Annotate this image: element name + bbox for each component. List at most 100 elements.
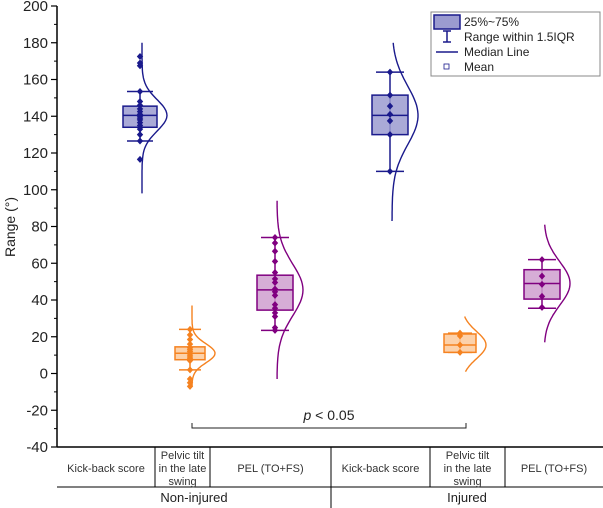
significance-annotation: p < 0.05 bbox=[191, 407, 467, 429]
distribution-curve bbox=[276, 200, 304, 379]
data-point bbox=[186, 340, 194, 348]
box-group bbox=[256, 200, 304, 379]
y-tick-label: 20 bbox=[31, 329, 48, 346]
category-label: Kick-back score bbox=[342, 463, 420, 475]
data-point bbox=[386, 167, 394, 175]
p-symbol: p bbox=[303, 407, 312, 423]
data-point bbox=[386, 91, 394, 99]
data-point bbox=[136, 87, 144, 95]
y-tick-label: 180 bbox=[23, 35, 48, 52]
data-point bbox=[386, 110, 394, 118]
y-tick-label: 100 bbox=[23, 182, 48, 199]
data-point bbox=[538, 292, 546, 300]
data-point bbox=[186, 325, 194, 333]
data-point bbox=[271, 257, 279, 265]
data-point bbox=[271, 247, 279, 255]
category-label: Kick-back score bbox=[67, 463, 145, 475]
data-point bbox=[456, 341, 464, 349]
data-point bbox=[456, 348, 464, 356]
data-point bbox=[386, 131, 394, 139]
legend-entry: 25%~75% bbox=[464, 15, 519, 29]
category-label: PEL (TO+FS) bbox=[521, 463, 587, 475]
category-label: PEL (TO+FS) bbox=[237, 463, 303, 475]
legend-entry: Range within 1.5IQR bbox=[464, 30, 575, 44]
box-group bbox=[122, 42, 168, 194]
legend-entry: Mean bbox=[464, 60, 494, 74]
legend-mean-swatch bbox=[443, 63, 450, 70]
data-point bbox=[136, 101, 144, 109]
data-point bbox=[271, 268, 279, 276]
significance-bracket bbox=[191, 423, 467, 429]
y-tick-label: 200 bbox=[23, 0, 48, 15]
distribution-curve bbox=[544, 224, 571, 343]
box-group bbox=[443, 316, 487, 373]
p-threshold: < 0.05 bbox=[311, 407, 354, 423]
data-point bbox=[538, 272, 546, 280]
y-tick-label: 60 bbox=[31, 255, 48, 272]
data-point bbox=[538, 256, 546, 264]
data-point bbox=[386, 117, 394, 125]
boxes bbox=[122, 42, 571, 390]
distribution-curve bbox=[141, 42, 168, 194]
data-point bbox=[271, 275, 279, 283]
data-point bbox=[271, 234, 279, 242]
y-tick-label: 0 bbox=[40, 366, 48, 383]
y-tick-label: 140 bbox=[23, 108, 48, 125]
group-label: Non-injured bbox=[160, 490, 227, 505]
data-point bbox=[271, 326, 279, 334]
data-point bbox=[271, 304, 279, 312]
category-label: in the late bbox=[159, 463, 207, 475]
data-point bbox=[186, 357, 194, 365]
group-label: Injured bbox=[447, 490, 487, 505]
data-point bbox=[456, 332, 464, 340]
data-point bbox=[271, 309, 279, 317]
data-point bbox=[538, 303, 546, 311]
data-point bbox=[271, 291, 279, 299]
data-point bbox=[271, 239, 279, 247]
data-point bbox=[271, 301, 279, 309]
data-point bbox=[538, 280, 546, 288]
distribution-curve bbox=[191, 305, 216, 387]
data-point bbox=[186, 336, 194, 344]
y-tick-label: 40 bbox=[31, 292, 48, 309]
data-point bbox=[186, 375, 194, 383]
data-point bbox=[271, 288, 279, 296]
data-point bbox=[136, 53, 144, 61]
y-axis-label: Range (°) bbox=[2, 197, 18, 257]
data-point bbox=[136, 121, 144, 129]
category-label: Pelvic tilt bbox=[446, 450, 489, 462]
legend-whisker-swatch bbox=[443, 30, 451, 43]
y-tick-label: 80 bbox=[31, 219, 48, 236]
category-label: swing bbox=[453, 476, 481, 488]
box-group bbox=[371, 42, 419, 222]
data-point bbox=[136, 155, 144, 163]
data-point bbox=[186, 382, 194, 390]
distribution-curve bbox=[464, 316, 487, 373]
data-point bbox=[271, 279, 279, 287]
box-group bbox=[174, 305, 216, 390]
legend-box-swatch bbox=[433, 14, 461, 30]
data-point bbox=[136, 137, 144, 145]
y-tick-label: -20 bbox=[26, 402, 48, 419]
category-label: Pelvic tilt bbox=[161, 450, 204, 462]
y-tick-label: 160 bbox=[23, 72, 48, 89]
data-point bbox=[386, 102, 394, 110]
data-point bbox=[136, 125, 144, 133]
data-point bbox=[386, 68, 394, 76]
box-group bbox=[523, 224, 571, 343]
y-tick-label: 120 bbox=[23, 145, 48, 162]
category-label: swing bbox=[168, 476, 196, 488]
p-value-label: p < 0.05 bbox=[303, 407, 355, 423]
data-point bbox=[136, 62, 144, 70]
category-label: in the late bbox=[444, 463, 492, 475]
data-point bbox=[186, 379, 194, 387]
y-tick-label: -40 bbox=[26, 439, 48, 456]
data-point bbox=[136, 131, 144, 139]
legend-entry: Median Line bbox=[464, 45, 530, 59]
data-point bbox=[186, 331, 194, 339]
data-point bbox=[136, 98, 144, 106]
